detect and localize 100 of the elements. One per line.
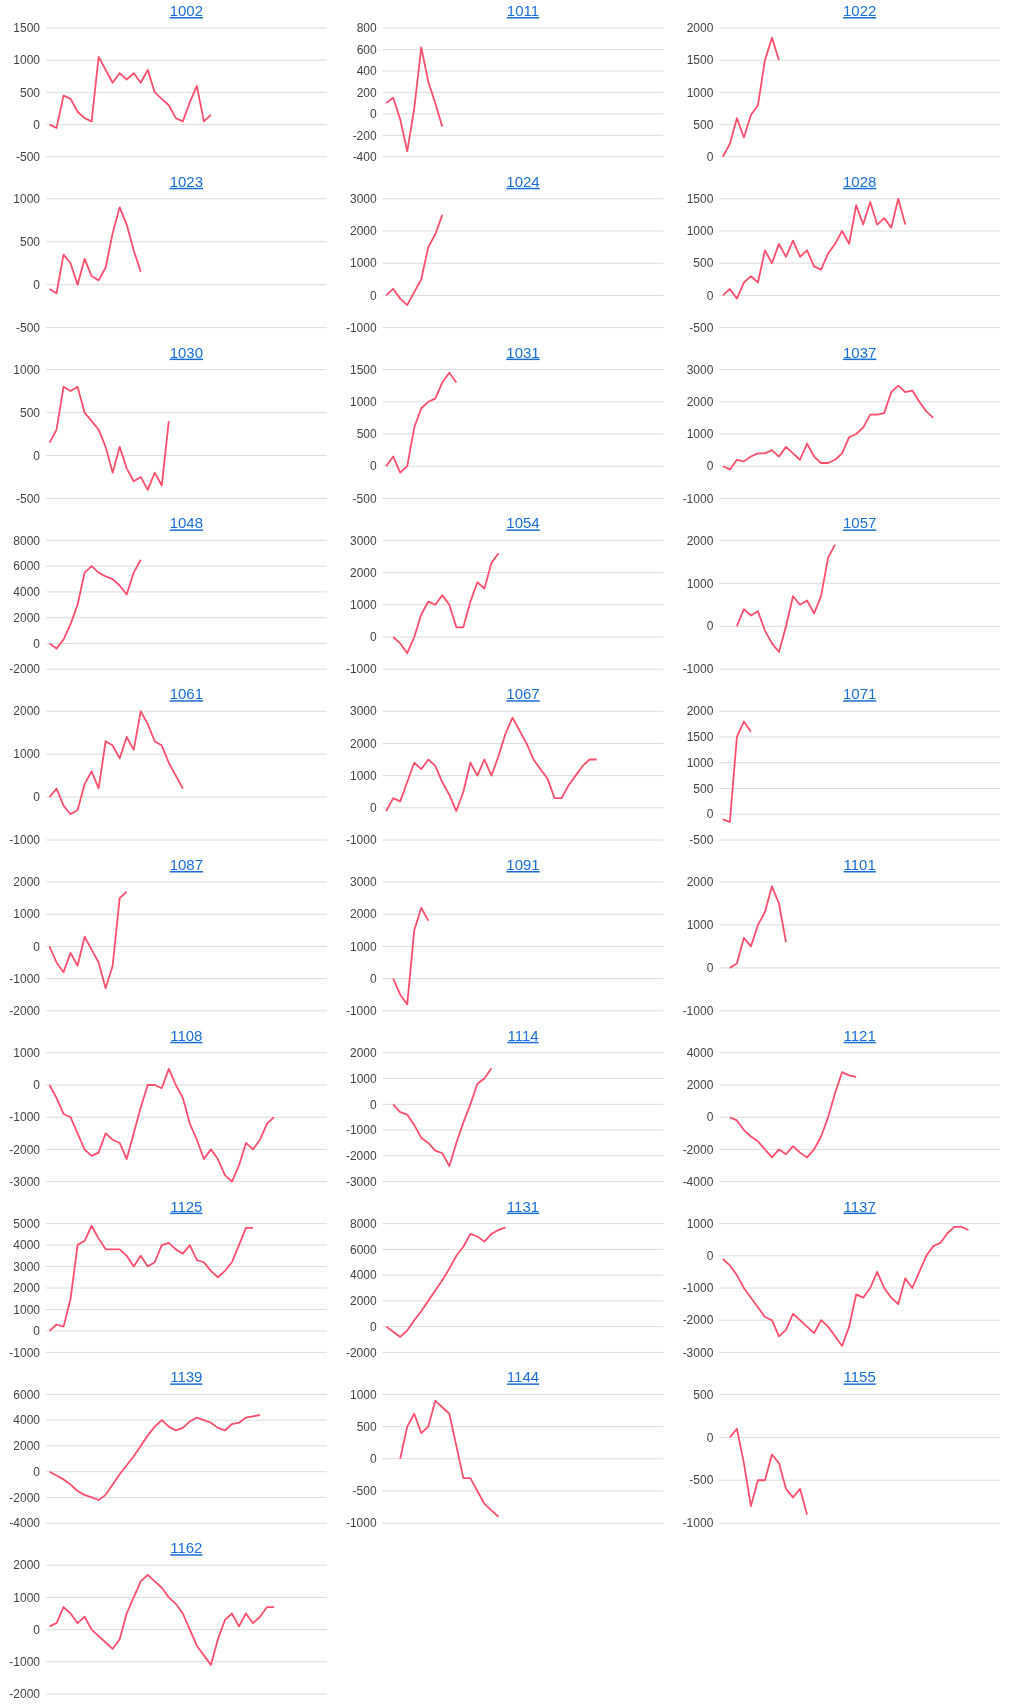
line-series <box>392 552 500 654</box>
y-tick-label: 500 <box>693 1387 714 1402</box>
y-tick-label: -1000 <box>9 971 41 986</box>
chart-title: 1024 <box>506 172 540 190</box>
y-tick-label: 2000 <box>13 610 41 625</box>
line-series <box>385 716 598 812</box>
y-tick-label: 3000 <box>686 362 714 377</box>
y-tick-label: 3000 <box>13 1259 41 1274</box>
y-tick-label: -1000 <box>345 1004 377 1018</box>
y-tick-label: 0 <box>706 1249 714 1263</box>
line-series <box>735 543 837 653</box>
y-tick-label: -500 <box>689 833 714 848</box>
y-tick-label: 3000 <box>349 533 377 548</box>
y-tick-label: 6000 <box>13 559 41 574</box>
y-tick-label: 400 <box>356 64 377 79</box>
y-tick-label: 0 <box>33 1464 41 1479</box>
y-tick-label: 3000 <box>349 192 377 206</box>
y-tick-label: 0 <box>369 1097 377 1112</box>
chart-title: 1030 <box>169 343 204 361</box>
y-tick-label: 1000 <box>686 576 714 591</box>
y-tick-label: 1000 <box>349 1071 377 1086</box>
y-tick-label: 0 <box>706 807 714 822</box>
y-tick-label: 0 <box>369 1319 377 1334</box>
y-tick-label: 0 <box>706 150 714 164</box>
y-tick-label: 0 <box>706 288 714 303</box>
line-series <box>48 710 184 816</box>
line-series <box>385 46 444 153</box>
y-tick-label: 3000 <box>349 875 377 890</box>
line-series <box>385 1226 507 1338</box>
y-tick-label: 1500 <box>686 730 714 745</box>
y-tick-label: -500 <box>689 1473 714 1488</box>
y-tick-label: 500 <box>356 427 377 442</box>
line-series <box>48 206 142 295</box>
y-tick-label: -1000 <box>9 1345 41 1360</box>
chart-title: 1071 <box>842 685 877 703</box>
y-tick-label: -2000 <box>682 1313 714 1328</box>
y-tick-label: -1000 <box>345 833 377 848</box>
chart-title: 1028 <box>842 172 877 190</box>
y-tick-label: 2000 <box>349 565 377 580</box>
y-tick-label: -1000 <box>345 662 377 677</box>
line-series <box>728 1071 858 1159</box>
line-series <box>721 197 907 300</box>
y-tick-label: 2000 <box>13 1558 41 1573</box>
y-tick-label: -500 <box>352 1484 377 1499</box>
chart-title: 1139 <box>170 1368 203 1386</box>
y-tick-label: 0 <box>369 288 377 303</box>
y-tick-label: 0 <box>369 459 377 474</box>
y-tick-label: 0 <box>33 1078 41 1093</box>
y-tick-label: 1000 <box>13 1302 41 1317</box>
y-tick-label: 500 <box>19 405 41 420</box>
y-tick-label: -1000 <box>682 1004 714 1018</box>
line-series <box>728 1427 808 1516</box>
y-tick-label: 1000 <box>13 747 41 762</box>
y-tick-label: 800 <box>356 21 377 36</box>
y-tick-label: -1000 <box>682 662 714 677</box>
y-tick-label: 1000 <box>13 1046 41 1060</box>
y-tick-label: 1000 <box>13 192 41 206</box>
y-tick-label: -1000 <box>9 833 41 848</box>
y-tick-label: 1000 <box>349 256 377 271</box>
line-series <box>48 1068 275 1183</box>
y-tick-label: 0 <box>33 1622 41 1637</box>
y-tick-label: 0 <box>706 1110 714 1125</box>
line-series <box>48 1573 275 1666</box>
y-tick-label: 2000 <box>349 1046 377 1060</box>
chart-title: 1131 <box>506 1197 540 1215</box>
chart-title: 1108 <box>170 1026 203 1044</box>
y-tick-label: 1000 <box>686 1216 714 1231</box>
y-tick-label: 1000 <box>349 395 377 409</box>
y-tick-label: -3000 <box>345 1174 377 1189</box>
line-series <box>728 885 787 969</box>
y-tick-label: 0 <box>33 277 41 292</box>
chart-title: 1162 <box>170 1539 203 1557</box>
y-tick-label: -3000 <box>682 1345 714 1360</box>
y-tick-label: -4000 <box>9 1516 41 1531</box>
y-tick-label: 1500 <box>13 21 41 36</box>
line-series <box>399 1399 500 1518</box>
y-tick-label: 8000 <box>349 1216 377 1231</box>
y-tick-label: -2000 <box>345 1345 377 1360</box>
chart-title: 1155 <box>843 1368 876 1386</box>
chart-title: 1125 <box>170 1197 203 1215</box>
y-tick-label: -2000 <box>9 1490 41 1505</box>
chart-title: 1087 <box>169 856 204 873</box>
y-tick-label: -1000 <box>9 1655 41 1669</box>
y-tick-label: -500 <box>15 491 41 506</box>
y-tick-label: 4000 <box>13 1413 41 1428</box>
y-tick-label: 0 <box>369 1452 377 1466</box>
y-tick-label: 500 <box>356 1419 377 1434</box>
y-tick-label: 0 <box>369 107 377 122</box>
y-tick-label: 2000 <box>13 704 41 719</box>
y-tick-label: -2000 <box>9 1687 41 1702</box>
line-series <box>385 214 444 306</box>
y-tick-label: 500 <box>693 117 714 132</box>
y-tick-label: -2000 <box>9 662 41 677</box>
y-tick-label: -1000 <box>682 1281 714 1296</box>
y-tick-label: 2000 <box>349 224 377 239</box>
line-series <box>48 890 128 990</box>
y-tick-label: -1000 <box>9 1110 41 1125</box>
y-tick-label: 2000 <box>349 1294 377 1309</box>
chart-title: 1037 <box>842 343 877 361</box>
y-tick-label: 1000 <box>686 755 714 770</box>
